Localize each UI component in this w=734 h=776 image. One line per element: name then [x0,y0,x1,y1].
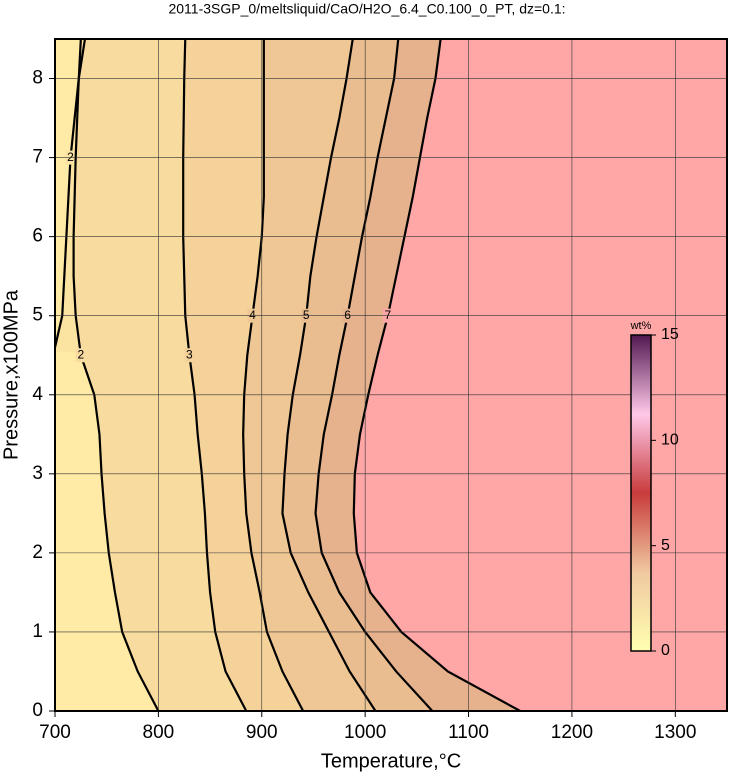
chart-title: 2011-3SGP_0/meltsliquid/CaO/H2O_6.4_C0.1… [168,1,565,17]
contour-label: 7 [385,308,392,322]
contour-label: 2 [67,150,74,164]
colorbar-label: wt% [630,320,652,332]
contour-label: 4 [249,308,256,322]
x-tick-label: 1200 [551,722,593,743]
x-tick-label: 1000 [344,722,386,743]
x-axis-label: Temperature,°C [321,750,461,772]
contour-label: 5 [303,308,310,322]
x-tick-label: 800 [143,722,175,743]
colorbar-tick-label: 15 [661,326,679,343]
y-tick-label: 0 [32,700,43,721]
contour-label: 6 [344,308,351,322]
x-tick-label: 900 [246,722,278,743]
contour-label-bg [75,348,86,363]
colorbar-tick-label: 5 [661,537,670,554]
y-tick-label: 8 [32,68,43,89]
contour-label-bg [184,348,195,363]
colorbar [630,334,652,652]
plot-area: 2 2 3 4 5 6 7 [55,39,727,711]
colorbar-tick-label: 10 [661,432,679,449]
x-tick-label: 1300 [654,722,696,743]
y-tick-label: 5 [32,305,43,326]
contour-line [352,39,521,711]
contour-line [281,39,377,711]
y-axis-label: Pressure,x100MPa [0,289,22,460]
y-tick-label: 6 [32,226,43,247]
x-tick-label: 1100 [448,722,489,743]
y-tick-label: 3 [32,463,43,484]
x-tick-label: 700 [39,722,71,743]
contour-line [182,39,248,711]
y-tick-label: 2 [32,542,43,563]
contour-label: 2 [78,347,85,361]
plot-frame [54,38,728,712]
colorbar-tick-label: 0 [661,642,670,659]
y-tick-label: 4 [32,384,43,405]
contour-line [72,39,160,711]
y-tick-label: 7 [32,147,43,168]
y-tick-label: 1 [32,621,43,642]
contour-line [314,39,434,711]
contour-label: 3 [186,347,193,361]
